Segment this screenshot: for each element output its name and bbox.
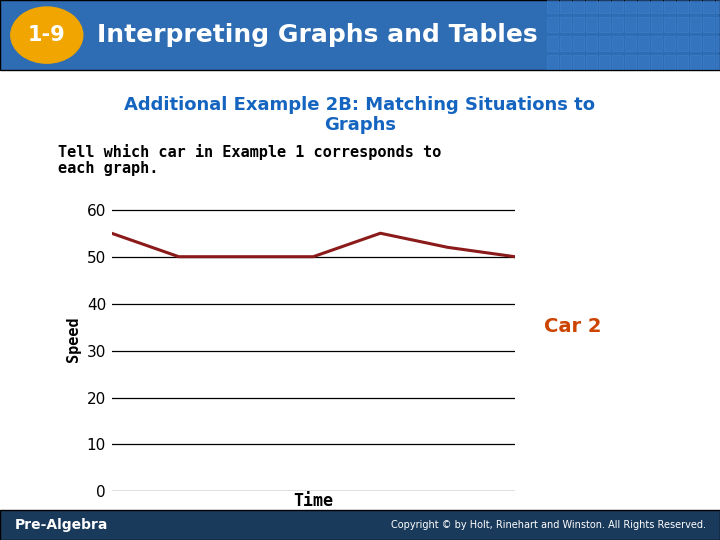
- FancyBboxPatch shape: [690, 55, 701, 70]
- Text: each graph.: each graph.: [58, 161, 158, 176]
- FancyBboxPatch shape: [677, 55, 688, 70]
- FancyBboxPatch shape: [599, 36, 610, 51]
- FancyBboxPatch shape: [664, 36, 675, 51]
- FancyBboxPatch shape: [599, 0, 610, 14]
- FancyBboxPatch shape: [716, 17, 720, 32]
- FancyBboxPatch shape: [625, 17, 636, 32]
- FancyBboxPatch shape: [599, 17, 610, 32]
- FancyBboxPatch shape: [625, 36, 636, 51]
- FancyBboxPatch shape: [0, 510, 720, 540]
- Text: Tell which car in Example 1 corresponds to: Tell which car in Example 1 corresponds …: [58, 144, 441, 160]
- FancyBboxPatch shape: [638, 0, 649, 14]
- FancyBboxPatch shape: [664, 55, 675, 70]
- FancyBboxPatch shape: [586, 17, 597, 32]
- Text: Car 2: Car 2: [544, 317, 601, 336]
- Text: Interpreting Graphs and Tables: Interpreting Graphs and Tables: [97, 23, 538, 47]
- FancyBboxPatch shape: [690, 17, 701, 32]
- FancyBboxPatch shape: [573, 17, 584, 32]
- FancyBboxPatch shape: [677, 0, 688, 14]
- Text: Time: Time: [293, 492, 333, 510]
- FancyBboxPatch shape: [560, 36, 571, 51]
- FancyBboxPatch shape: [547, 36, 558, 51]
- FancyBboxPatch shape: [716, 55, 720, 70]
- FancyBboxPatch shape: [638, 55, 649, 70]
- FancyBboxPatch shape: [651, 36, 662, 51]
- FancyBboxPatch shape: [703, 55, 714, 70]
- FancyBboxPatch shape: [560, 17, 571, 32]
- FancyBboxPatch shape: [703, 36, 714, 51]
- FancyBboxPatch shape: [573, 0, 584, 14]
- Text: Additional Example 2B: Matching Situations to: Additional Example 2B: Matching Situatio…: [125, 96, 595, 114]
- FancyBboxPatch shape: [612, 17, 623, 32]
- Ellipse shape: [11, 7, 83, 63]
- FancyBboxPatch shape: [651, 55, 662, 70]
- FancyBboxPatch shape: [703, 0, 714, 14]
- FancyBboxPatch shape: [638, 17, 649, 32]
- Y-axis label: Speed: Speed: [66, 316, 81, 362]
- FancyBboxPatch shape: [612, 55, 623, 70]
- FancyBboxPatch shape: [547, 0, 558, 14]
- FancyBboxPatch shape: [573, 55, 584, 70]
- Text: Pre-Algebra: Pre-Algebra: [14, 518, 108, 532]
- FancyBboxPatch shape: [586, 55, 597, 70]
- FancyBboxPatch shape: [547, 17, 558, 32]
- FancyBboxPatch shape: [625, 0, 636, 14]
- FancyBboxPatch shape: [664, 17, 675, 32]
- FancyBboxPatch shape: [651, 17, 662, 32]
- Text: Graphs: Graphs: [324, 116, 396, 134]
- Text: 1-9: 1-9: [28, 25, 66, 45]
- FancyBboxPatch shape: [0, 0, 720, 70]
- FancyBboxPatch shape: [560, 0, 571, 14]
- FancyBboxPatch shape: [612, 36, 623, 51]
- FancyBboxPatch shape: [599, 55, 610, 70]
- FancyBboxPatch shape: [677, 36, 688, 51]
- FancyBboxPatch shape: [651, 0, 662, 14]
- FancyBboxPatch shape: [690, 0, 701, 14]
- FancyBboxPatch shape: [677, 17, 688, 32]
- FancyBboxPatch shape: [586, 0, 597, 14]
- FancyBboxPatch shape: [716, 0, 720, 14]
- FancyBboxPatch shape: [716, 36, 720, 51]
- FancyBboxPatch shape: [612, 0, 623, 14]
- FancyBboxPatch shape: [703, 17, 714, 32]
- FancyBboxPatch shape: [638, 36, 649, 51]
- FancyBboxPatch shape: [586, 36, 597, 51]
- FancyBboxPatch shape: [625, 55, 636, 70]
- FancyBboxPatch shape: [560, 55, 571, 70]
- FancyBboxPatch shape: [573, 36, 584, 51]
- FancyBboxPatch shape: [664, 0, 675, 14]
- FancyBboxPatch shape: [690, 36, 701, 51]
- Text: Copyright © by Holt, Rinehart and Winston. All Rights Reserved.: Copyright © by Holt, Rinehart and Winsto…: [391, 520, 706, 530]
- FancyBboxPatch shape: [547, 55, 558, 70]
